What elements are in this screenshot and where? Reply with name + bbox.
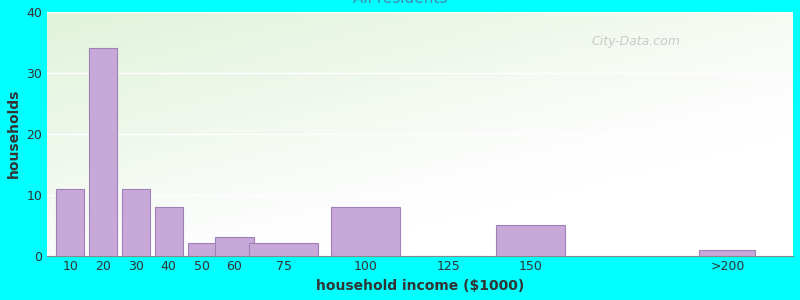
Bar — [56, 189, 84, 256]
X-axis label: household income ($1000): household income ($1000) — [316, 279, 524, 293]
Bar — [188, 244, 216, 256]
Bar — [89, 49, 117, 256]
Text: City-Data.com: City-Data.com — [592, 35, 681, 48]
Bar — [122, 189, 150, 256]
Bar — [250, 244, 318, 256]
Bar — [496, 225, 565, 256]
Bar — [331, 207, 401, 256]
Bar — [214, 237, 254, 256]
Y-axis label: households: households — [7, 89, 21, 178]
Text: All residents: All residents — [353, 0, 447, 6]
Bar — [155, 207, 182, 256]
Bar — [699, 250, 755, 256]
